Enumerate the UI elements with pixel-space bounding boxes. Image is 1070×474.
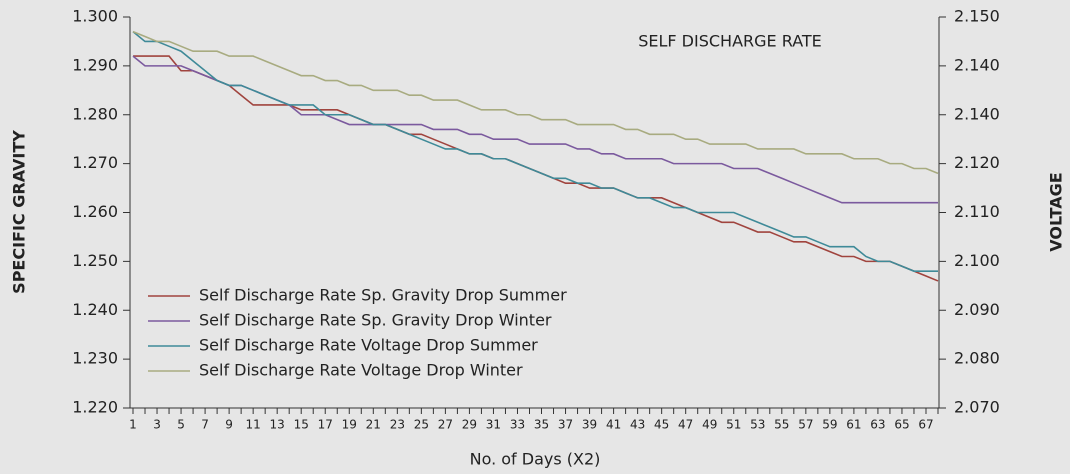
x-tick-label: 29 xyxy=(462,418,477,432)
y-tick-label: 1.220 xyxy=(72,398,118,417)
x-tick-label: 65 xyxy=(894,418,909,432)
y2-tick-label: 2.070 xyxy=(954,398,1000,417)
y-axis-label: SPECIFIC GRAVITY xyxy=(10,130,29,294)
y-tick-label: 1.280 xyxy=(72,104,118,123)
x-tick-label: 61 xyxy=(846,418,861,432)
y-tick-label: 1.260 xyxy=(72,202,118,221)
x-tick-label: 51 xyxy=(726,418,741,432)
x-tick-label: 49 xyxy=(702,418,717,432)
x-tick-label: 27 xyxy=(438,418,453,432)
y2-tick-label: 2.110 xyxy=(954,202,1000,221)
x-tick-label: 17 xyxy=(318,418,333,432)
y2-tick-label: 2.120 xyxy=(954,153,1000,172)
x-tick-label: 57 xyxy=(798,418,813,432)
legend-label: Self Discharge Rate Voltage Drop Summer xyxy=(199,336,538,355)
y-tick-label: 1.240 xyxy=(72,300,118,319)
x-tick-label: 9 xyxy=(225,418,233,432)
x-tick-label: 39 xyxy=(582,418,597,432)
y2-tick-label: 2.090 xyxy=(954,300,1000,319)
x-tick-label: 13 xyxy=(270,418,285,432)
y2-tick-label: 2.080 xyxy=(954,349,1000,368)
x-tick-label: 37 xyxy=(558,418,573,432)
y2-axis-label: VOLTAGE xyxy=(1047,172,1066,251)
y2-tick-label: 2.100 xyxy=(954,251,1000,270)
x-tick-label: 3 xyxy=(153,418,161,432)
x-tick-label: 1 xyxy=(129,418,137,432)
x-tick-label: 35 xyxy=(534,418,549,432)
legend-label: Self Discharge Rate Voltage Drop Winter xyxy=(199,361,523,380)
x-tick-label: 19 xyxy=(342,418,357,432)
x-tick-label: 11 xyxy=(246,418,261,432)
series-line xyxy=(132,31,938,272)
y-tick-label: 1.290 xyxy=(72,55,118,74)
y-tick-label: 1.250 xyxy=(72,251,118,270)
chart-title: SELF DISCHARGE RATE xyxy=(638,32,822,51)
x-tick-label: 59 xyxy=(822,418,837,432)
legend-label: Self Discharge Rate Sp. Gravity Drop Sum… xyxy=(199,286,567,305)
x-tick-label: 25 xyxy=(414,418,429,432)
series-line xyxy=(132,30,939,175)
x-tick-label: 21 xyxy=(366,418,381,432)
x-tick-label: 43 xyxy=(630,418,645,432)
x-tick-label: 53 xyxy=(750,418,765,432)
x-tick-label: 47 xyxy=(678,418,693,432)
x-tick-label: 67 xyxy=(918,418,933,432)
x-tick-label: 45 xyxy=(654,418,669,432)
x-tick-label: 55 xyxy=(774,418,789,432)
x-tick-label: 33 xyxy=(510,418,525,432)
y2-tick-label: 2.150 xyxy=(954,7,1000,26)
legend-label: Self Discharge Rate Sp. Gravity Drop Win… xyxy=(199,311,552,330)
y2-tick-label: 2.140 xyxy=(954,55,1000,74)
x-tick-label: 23 xyxy=(390,418,405,432)
x-tick-label: 41 xyxy=(606,418,621,432)
x-axis-label: No. of Days (X2) xyxy=(470,450,601,469)
x-tick-label: 63 xyxy=(870,418,885,432)
x-tick-label: 7 xyxy=(201,418,209,432)
x-tick-label: 15 xyxy=(294,418,309,432)
x-tick-label: 31 xyxy=(486,418,501,432)
x-tick-label: 5 xyxy=(177,418,185,432)
y-tick-label: 1.300 xyxy=(72,7,118,26)
y-tick-label: 1.270 xyxy=(72,153,118,172)
y-tick-label: 1.230 xyxy=(72,349,118,368)
y2-tick-label: 2.140 xyxy=(954,104,1000,123)
